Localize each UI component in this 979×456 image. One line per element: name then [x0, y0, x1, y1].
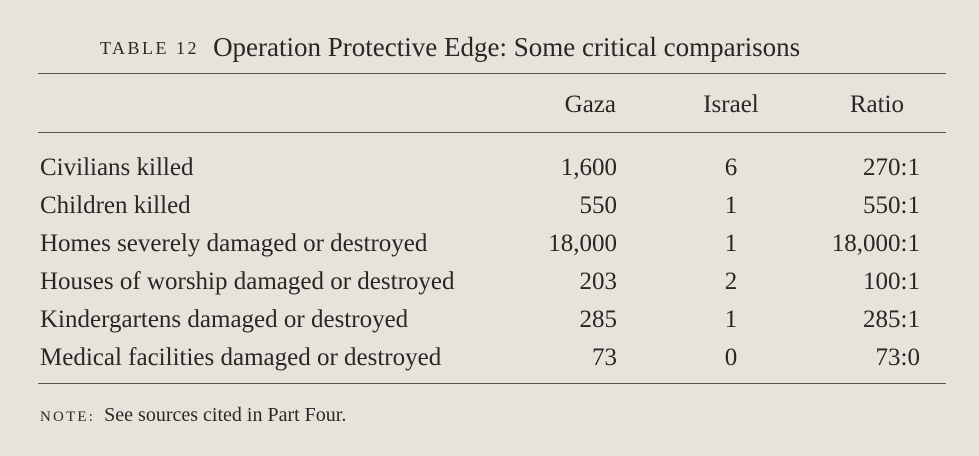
bottom-rule	[38, 383, 946, 384]
row-israel-value: 0	[724, 344, 738, 371]
table-title: Operation Protective Edge: Some critical…	[213, 32, 801, 62]
table-number: Table 12	[100, 38, 200, 58]
note-label: Note:	[40, 409, 96, 425]
row-israel-value: 2	[724, 268, 738, 295]
row-gaza-value: 1,600	[560, 154, 617, 181]
table-note: Note: See sources cited in Part Four.	[40, 402, 346, 430]
row-ratio-value: 270:1	[863, 154, 920, 181]
row-israel-value: 1	[724, 230, 738, 257]
row-label: Children killed	[40, 192, 191, 219]
row-ratio-value: 73:0	[875, 344, 920, 371]
row-ratio-value: 100:1	[863, 268, 920, 295]
row-gaza-value: 73	[592, 344, 617, 371]
note-text: See sources cited in Part Four.	[104, 404, 347, 426]
row-label: Medical facilities damaged or destroyed	[40, 344, 442, 371]
header-israel: Israel	[703, 91, 759, 118]
row-israel-value: 1	[724, 192, 738, 219]
header-gaza: Gaza	[564, 91, 616, 118]
row-label: Civilians killed	[40, 154, 194, 181]
row-ratio-value: 550:1	[863, 192, 920, 219]
row-label: Homes severely damaged or destroyed	[40, 230, 428, 257]
row-gaza-value: 285	[579, 306, 618, 333]
table-caption: Table 12 Operation Protective Edge: Some …	[100, 30, 800, 67]
row-ratio-value: 285:1	[863, 306, 920, 333]
row-israel-value: 6	[724, 154, 738, 181]
top-rule	[38, 73, 946, 74]
row-gaza-value: 203	[579, 268, 618, 295]
header-ratio: Ratio	[849, 91, 904, 118]
row-ratio-value: 18,000:1	[831, 230, 920, 257]
header-rule	[38, 132, 946, 133]
row-israel-value: 1	[724, 306, 738, 333]
row-label: Houses of worship damaged or destroyed	[40, 268, 455, 295]
row-label: Kindergartens damaged or destroyed	[40, 306, 409, 333]
row-gaza-value: 550	[579, 192, 618, 219]
row-gaza-value: 18,000	[548, 230, 617, 257]
